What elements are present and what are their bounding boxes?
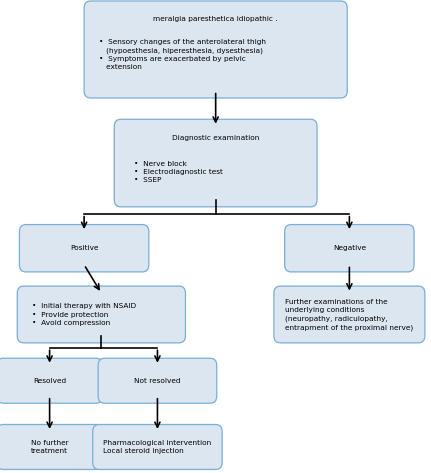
FancyBboxPatch shape: [84, 1, 347, 98]
Text: meralgia paresthetica idiopathic .: meralgia paresthetica idiopathic .: [153, 16, 278, 22]
Text: No further
treatment: No further treatment: [31, 440, 69, 454]
FancyBboxPatch shape: [0, 359, 103, 403]
FancyBboxPatch shape: [98, 359, 216, 403]
FancyBboxPatch shape: [284, 225, 414, 272]
FancyBboxPatch shape: [17, 286, 185, 343]
Text: •  Initial therapy with NSAID
•  Provide protection
•  Avoid compression: • Initial therapy with NSAID • Provide p…: [32, 303, 136, 326]
FancyBboxPatch shape: [0, 425, 103, 469]
Text: •  Sensory changes of the anterolateral thigh
   (hypoesthesia, hiperesthesia, d: • Sensory changes of the anterolateral t…: [99, 39, 266, 70]
FancyBboxPatch shape: [114, 119, 317, 207]
Text: •  Nerve block
•  Electrodiagnostic test
•  SSEP: • Nerve block • Electrodiagnostic test •…: [134, 160, 222, 183]
Text: Negative: Negative: [333, 245, 365, 251]
Text: Resolved: Resolved: [33, 378, 66, 384]
Text: Not resolved: Not resolved: [134, 378, 181, 384]
Text: Further examinations of the
underlying conditions
(neuropathy, radiculopathy,
en: Further examinations of the underlying c…: [285, 298, 413, 331]
FancyBboxPatch shape: [93, 425, 222, 469]
Text: Positive: Positive: [70, 245, 98, 251]
Text: Pharmacological intervention
Local steroid injection: Pharmacological intervention Local stero…: [103, 440, 211, 454]
FancyBboxPatch shape: [274, 286, 425, 343]
Text: Diagnostic examination: Diagnostic examination: [172, 135, 259, 141]
FancyBboxPatch shape: [19, 225, 149, 272]
